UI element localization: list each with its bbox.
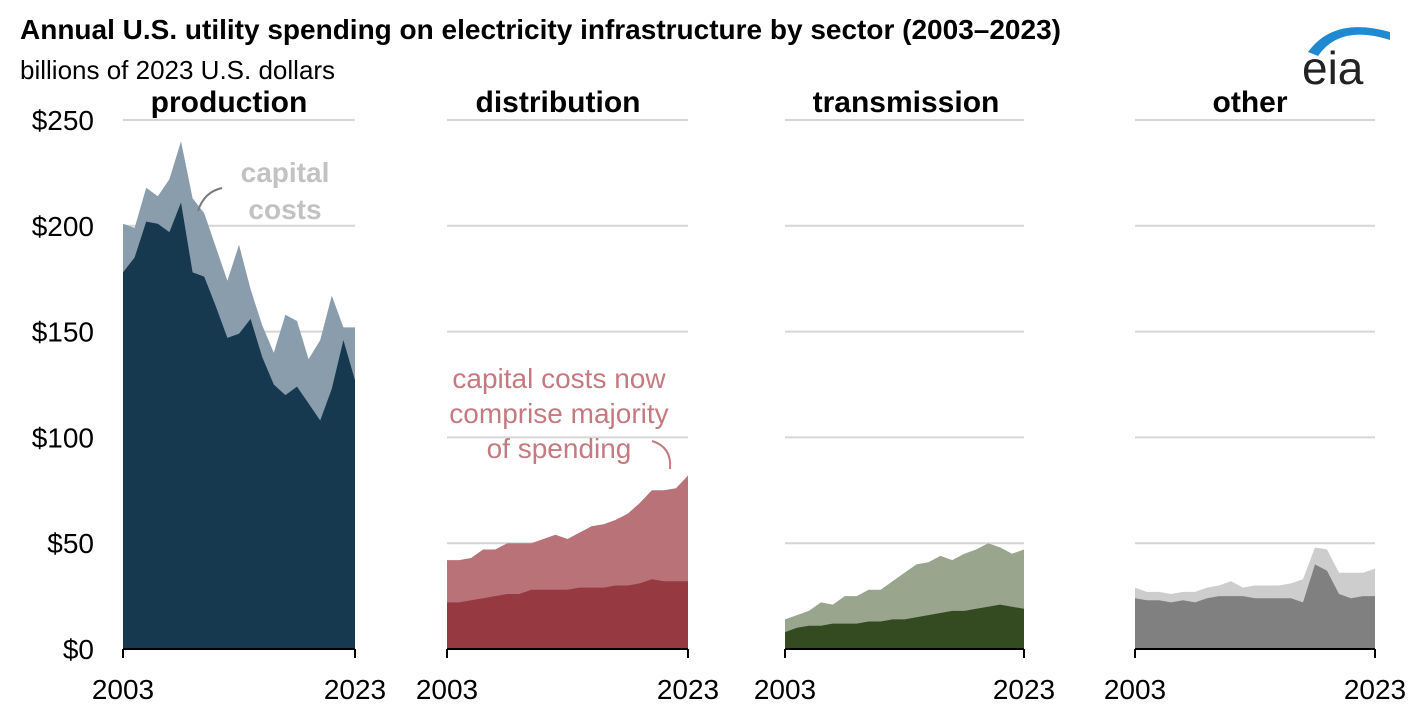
y-tick-label: $200 <box>32 211 94 242</box>
y-tick-label: $150 <box>32 317 94 348</box>
annotation-text: comprise majority <box>449 398 668 429</box>
panel-title: distribution <box>476 86 641 119</box>
area-distribution-lower <box>447 579 688 649</box>
x-tick-label: 2003 <box>416 674 478 705</box>
panel-production: 2003 2023 production capital costs <box>92 86 386 705</box>
x-tick-label: 2023 <box>324 674 386 705</box>
panel-transmission: 2003 2023 transmission <box>754 86 1055 705</box>
annotation-text: capital <box>241 157 330 188</box>
panel-distribution: 2003 2023 distribution capital costs now com… <box>416 86 719 705</box>
chart-title: Annual U.S. utility spending on electric… <box>20 14 1061 45</box>
chart-subtitle: billions of 2023 U.S. dollars <box>20 55 336 85</box>
area-production-lower <box>123 202 355 649</box>
eia-logo-text: eia <box>1302 42 1364 90</box>
annotation-text: costs <box>248 194 321 225</box>
y-tick-label: $250 <box>32 105 94 136</box>
panel-title: transmission <box>813 86 1000 119</box>
x-tick-label: 2003 <box>1104 674 1166 705</box>
panel-other: 2003 2023 other <box>1104 86 1406 705</box>
area-transmission-lower <box>785 604 1024 649</box>
annotation-text: of spending <box>487 433 632 464</box>
x-tick-label: 2023 <box>993 674 1055 705</box>
x-tick-label: 2003 <box>92 674 154 705</box>
x-tick-label: 2023 <box>1344 674 1406 705</box>
annotation-text: capital costs now <box>452 363 666 394</box>
annotation-leader <box>197 187 223 212</box>
panel-title: other <box>1213 86 1288 119</box>
panel-title: production <box>151 86 308 119</box>
x-tick-label: 2003 <box>754 674 816 705</box>
eia-logo-arc <box>1308 27 1390 56</box>
eia-logo: eia <box>1302 27 1390 90</box>
x-tick-label: 2023 <box>657 674 719 705</box>
area-other-lower <box>1135 564 1375 649</box>
panels: 2003 2023 production capital costs 2003 2023 di… <box>92 86 1406 705</box>
y-axis: $0 $50 $100 $150 $200 $250 <box>32 105 94 665</box>
y-tick-label: $50 <box>47 528 94 559</box>
y-tick-label: $100 <box>32 422 94 453</box>
annotation-leader <box>651 440 672 470</box>
y-tick-label: $0 <box>63 634 94 665</box>
